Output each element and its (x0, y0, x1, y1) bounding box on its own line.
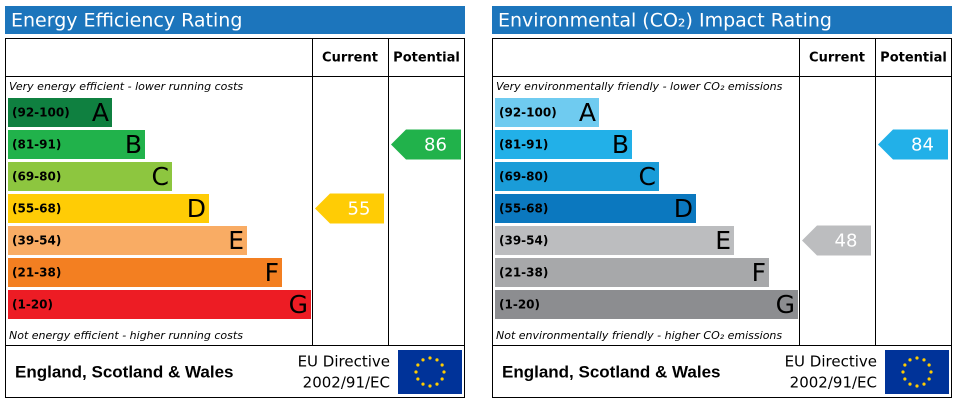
eu-star (903, 363, 907, 367)
bottom-note: Not environmentally friendly - higher CO… (496, 329, 782, 342)
band-range: (69-80) (12, 170, 61, 184)
eu-star (428, 384, 432, 388)
band-letter: G (776, 290, 795, 319)
rating-band (8, 258, 282, 287)
band-letter: F (265, 258, 279, 287)
rating-arrow (878, 129, 948, 160)
header-current: Current (809, 51, 865, 66)
rating-band (8, 194, 209, 223)
band-range: (39-54) (12, 234, 61, 248)
header-potential: Potential (393, 51, 460, 66)
eu-star (416, 363, 420, 367)
eu-star (908, 358, 912, 362)
footer-directive: EU Directive (298, 353, 390, 371)
eu-star (915, 384, 919, 388)
rating-arrow (391, 129, 461, 160)
band-letter: D (674, 194, 693, 223)
panel-frame (5, 38, 465, 398)
header-current: Current (322, 51, 378, 66)
eu-star (440, 377, 444, 381)
rating-band (495, 226, 734, 255)
eu-star (421, 382, 425, 386)
eu-star (414, 370, 418, 374)
rating-value: 86 (424, 135, 447, 156)
rating-band (495, 290, 798, 319)
rating-band (495, 162, 659, 191)
panel-title: Environmental (CO₂) Impact Rating (498, 10, 832, 32)
top-note: Very energy efficient - lower running co… (9, 80, 243, 93)
band-letter: G (289, 290, 308, 319)
rating-arrow (802, 225, 871, 256)
title-bar (5, 6, 465, 34)
title-bar (492, 6, 952, 34)
eu-star (927, 377, 931, 381)
eu-star (421, 358, 425, 362)
band-range: (81-91) (499, 138, 548, 152)
footer-region: England, Scotland & Wales (502, 362, 721, 381)
band-range: (92-100) (499, 106, 557, 120)
eu-star (435, 358, 439, 362)
band-letter: E (715, 226, 731, 255)
eu-star (927, 363, 931, 367)
footer-directive: 2002/91/EC (790, 374, 877, 392)
band-letter: D (187, 194, 206, 223)
band-letter: F (752, 258, 766, 287)
top-note: Very environmentally friendly - lower CO… (496, 80, 783, 93)
eu-star (915, 356, 919, 360)
band-range: (55-68) (499, 202, 548, 216)
band-letter: B (612, 130, 629, 159)
rating-band (8, 98, 112, 127)
eu-star (922, 382, 926, 386)
band-range: (21-38) (499, 266, 548, 280)
rating-band (495, 98, 599, 127)
eu-star (929, 370, 933, 374)
eu-star (416, 377, 420, 381)
rating-value: 84 (911, 135, 934, 156)
band-range: (55-68) (12, 202, 61, 216)
eu-star (901, 370, 905, 374)
rating-band (8, 130, 145, 159)
footer-region: England, Scotland & Wales (15, 362, 234, 381)
band-range: (81-91) (12, 138, 61, 152)
eu-star (442, 370, 446, 374)
rating-band (8, 290, 311, 319)
band-letter: C (639, 162, 656, 191)
eu-star (922, 358, 926, 362)
band-range: (69-80) (499, 170, 548, 184)
eu-star (440, 363, 444, 367)
band-letter: C (152, 162, 169, 191)
rating-arrow (315, 193, 384, 224)
eu-star (908, 382, 912, 386)
panel-frame (492, 38, 952, 398)
eu-star (428, 356, 432, 360)
band-letter: A (579, 98, 596, 127)
rating-value: 48 (835, 231, 858, 252)
eu-star (903, 377, 907, 381)
band-range: (92-100) (12, 106, 70, 120)
band-letter: B (125, 130, 142, 159)
band-range: (1-20) (499, 298, 540, 312)
header-potential: Potential (880, 51, 947, 66)
rating-band (495, 130, 632, 159)
eu-star (435, 382, 439, 386)
band-letter: A (92, 98, 109, 127)
rating-band (495, 194, 696, 223)
band-range: (1-20) (12, 298, 53, 312)
panel-title: Energy Efficiency Rating (11, 10, 242, 32)
rating-band (495, 258, 769, 287)
band-range: (21-38) (12, 266, 61, 280)
footer-directive: EU Directive (785, 353, 877, 371)
rating-band (8, 226, 247, 255)
band-range: (39-54) (499, 234, 548, 248)
rating-band (8, 162, 172, 191)
bottom-note: Not energy efficient - higher running co… (9, 329, 243, 342)
footer-directive: 2002/91/EC (303, 374, 390, 392)
band-letter: E (228, 226, 244, 255)
rating-value: 55 (348, 199, 371, 220)
